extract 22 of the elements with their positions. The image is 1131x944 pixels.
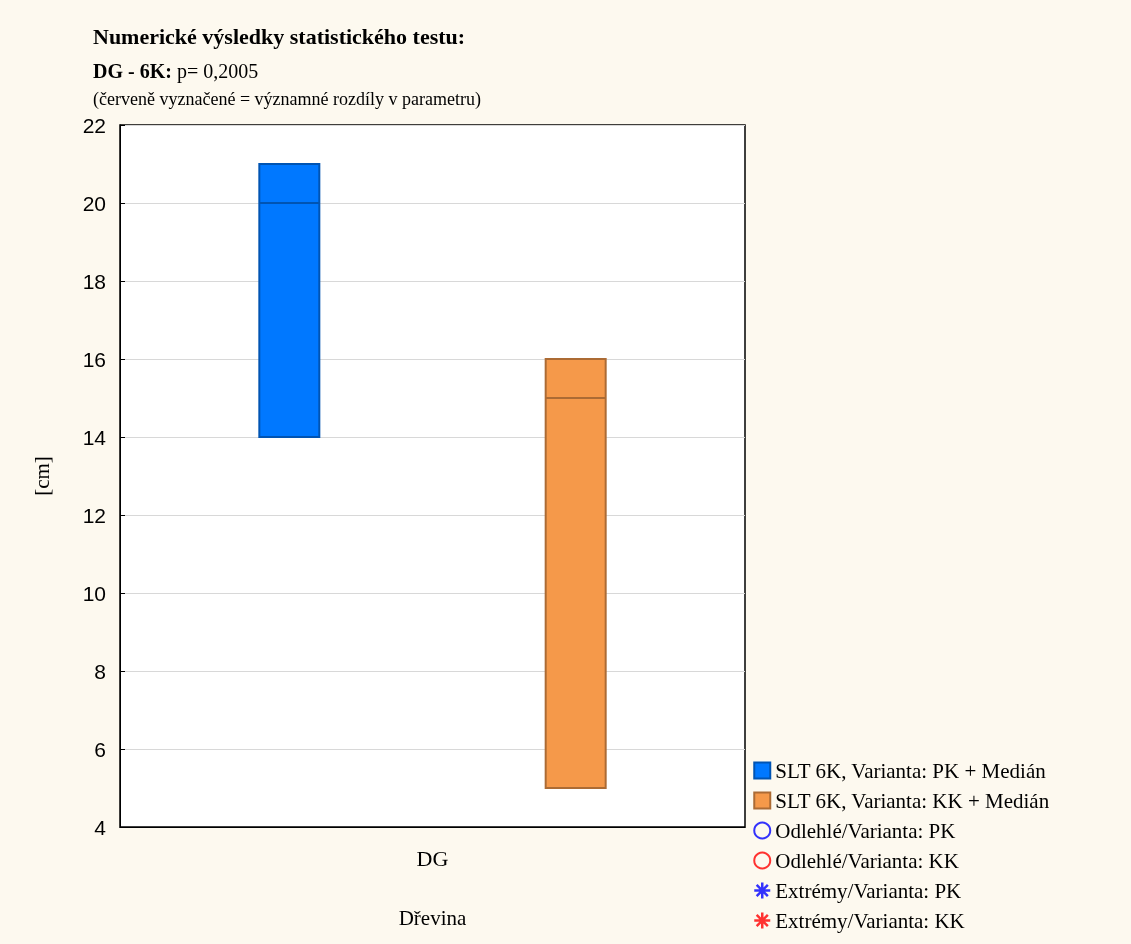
- y-tick-label: 14: [82, 425, 107, 449]
- legend-label: SLT 6K, Varianta: PK + Medián: [775, 758, 1047, 783]
- legend-label: Extrémy/Varianta: PK: [775, 878, 962, 903]
- y-tick-label: 6: [94, 737, 106, 761]
- legend-label: SLT 6K, Varianta: KK + Medián: [775, 788, 1050, 813]
- y-axis-title: [cm]: [29, 456, 54, 496]
- x-tick-label: DG: [416, 845, 449, 871]
- y-tick-label: 18: [82, 269, 106, 293]
- chart-title: Numerické výsledky statistického testu:: [93, 23, 466, 49]
- y-tick-label: 16: [82, 347, 106, 371]
- y-tick-label: 8: [94, 659, 106, 683]
- x-axis-title: Dřevina: [398, 905, 467, 930]
- text: (červeně vyznačené = významné rozdíly v parametru): [93, 89, 481, 110]
- chart-subtitle: DG - 6K: p= 0,2005: [93, 60, 259, 83]
- y-tick-label: 20: [82, 191, 106, 215]
- legend-label: Odlehlé/Varianta: PK: [775, 818, 956, 843]
- y-tick-label: 12: [82, 503, 106, 527]
- y-tick-label: 22: [82, 113, 106, 137]
- y-tick-label: 10: [82, 581, 106, 605]
- legend-label: Extrémy/Varianta: KK: [775, 908, 965, 933]
- y-tick-label: 4: [94, 815, 107, 839]
- legend-label: Odlehlé/Varianta: KK: [775, 848, 959, 873]
